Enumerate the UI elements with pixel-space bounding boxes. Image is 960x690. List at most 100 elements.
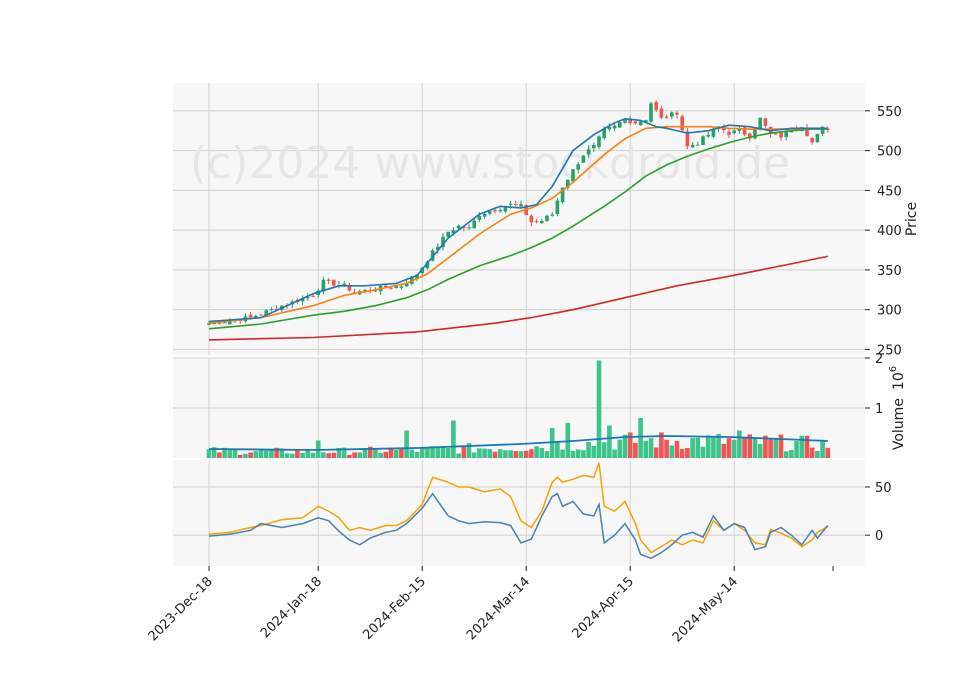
volume-bar <box>300 453 305 458</box>
candle-body <box>696 144 700 146</box>
ma-mid-line <box>208 125 828 324</box>
candle-body <box>306 297 310 299</box>
volume-bar <box>378 452 383 458</box>
volume-bar <box>347 454 352 458</box>
volume-bar <box>492 451 498 458</box>
volume-label-exp: 6 <box>888 366 899 372</box>
volume-bar <box>685 447 690 458</box>
volume-bar <box>804 435 810 458</box>
volume-bar <box>815 450 820 458</box>
candle-body <box>602 128 606 139</box>
candle-body <box>774 133 778 135</box>
volume-bar <box>518 451 524 458</box>
price-tick-label: 450 <box>877 184 902 199</box>
volume-bar <box>591 446 597 458</box>
volume-bar <box>409 449 415 458</box>
volume-bar <box>633 442 638 458</box>
volume-bar <box>653 447 659 458</box>
ma-200-line <box>208 255 828 341</box>
oscillator-panel <box>173 460 865 566</box>
candle-body <box>612 125 617 129</box>
candle-body <box>326 279 331 281</box>
volume-bar <box>570 450 576 458</box>
candle-body <box>482 213 487 217</box>
watermark: (c)2024 www.stockdroid.de <box>190 138 790 189</box>
candle-body <box>446 231 450 238</box>
volume-bar <box>243 453 248 458</box>
volume-bar <box>461 445 467 458</box>
candle-body <box>784 130 788 138</box>
volume-bar <box>513 451 519 458</box>
candle-body <box>545 215 549 221</box>
oscillator-tick-label: 50 <box>875 481 892 496</box>
volume-bar <box>269 449 274 458</box>
volume-ma-line <box>208 435 828 451</box>
candle-body <box>732 130 736 134</box>
volume-bar <box>586 441 591 458</box>
volume-bar <box>253 451 259 458</box>
candle-body <box>727 131 731 135</box>
candle-body <box>373 290 378 292</box>
volume-bar <box>679 449 685 458</box>
candle-body <box>571 169 575 182</box>
volume-bar <box>399 447 404 458</box>
volume-bar <box>612 449 617 458</box>
volume-bar <box>794 441 799 458</box>
candle-body <box>810 138 814 143</box>
candle-body <box>477 215 482 220</box>
volume-axis-label-group: Volume 106 <box>888 366 907 450</box>
price-tick-label: 500 <box>877 145 902 160</box>
candle-body <box>488 211 492 214</box>
candle-body <box>254 316 258 319</box>
candle-body <box>217 322 222 324</box>
price-tick-label: 300 <box>877 304 902 319</box>
volume-bar <box>227 449 233 458</box>
volume-bar <box>690 438 695 458</box>
candle-body <box>207 323 211 325</box>
candle-body <box>670 112 674 117</box>
volume-bar <box>763 435 768 458</box>
volume-bar <box>352 452 357 458</box>
volume-bar <box>809 447 815 458</box>
candle-body <box>742 127 747 135</box>
candle-body <box>321 279 326 292</box>
volume-bar <box>373 448 378 458</box>
volume-bar <box>404 430 409 458</box>
volume-bar <box>305 449 311 458</box>
candle-body <box>748 133 752 139</box>
volume-bar <box>341 447 347 458</box>
volume-bar <box>799 435 805 458</box>
x-tick-label: 2024-May-14 <box>670 574 741 645</box>
volume-bar <box>357 452 363 458</box>
price-tick-label: 350 <box>877 264 902 279</box>
volume-bar <box>757 444 763 458</box>
oscillator-slow-line <box>208 462 829 554</box>
volume-bar <box>362 448 368 458</box>
volume-bar <box>534 446 539 458</box>
candle-body <box>441 236 445 248</box>
candle-body <box>514 204 518 206</box>
volume-bar <box>336 447 342 458</box>
volume-bar <box>700 446 706 458</box>
candle-body <box>456 225 461 229</box>
volume-bar <box>617 439 623 458</box>
candle-body <box>628 118 632 124</box>
candle-body <box>555 200 560 215</box>
volume-bar <box>544 451 550 458</box>
volume-bar <box>435 446 441 458</box>
candle-body <box>467 227 471 229</box>
candle-body <box>332 279 336 286</box>
volume-bar <box>284 453 290 458</box>
volume-bar <box>731 439 737 458</box>
candle-body <box>534 221 539 223</box>
volume-bar <box>497 449 503 458</box>
volume-axis-label: Volume 106 <box>888 366 907 450</box>
candle-body <box>300 298 305 302</box>
candle-body <box>311 295 315 297</box>
candle-body <box>805 127 809 137</box>
volume-bar <box>451 420 456 458</box>
candle-body <box>597 136 601 147</box>
volume-bar <box>206 449 212 458</box>
ma-long-line <box>208 128 828 330</box>
